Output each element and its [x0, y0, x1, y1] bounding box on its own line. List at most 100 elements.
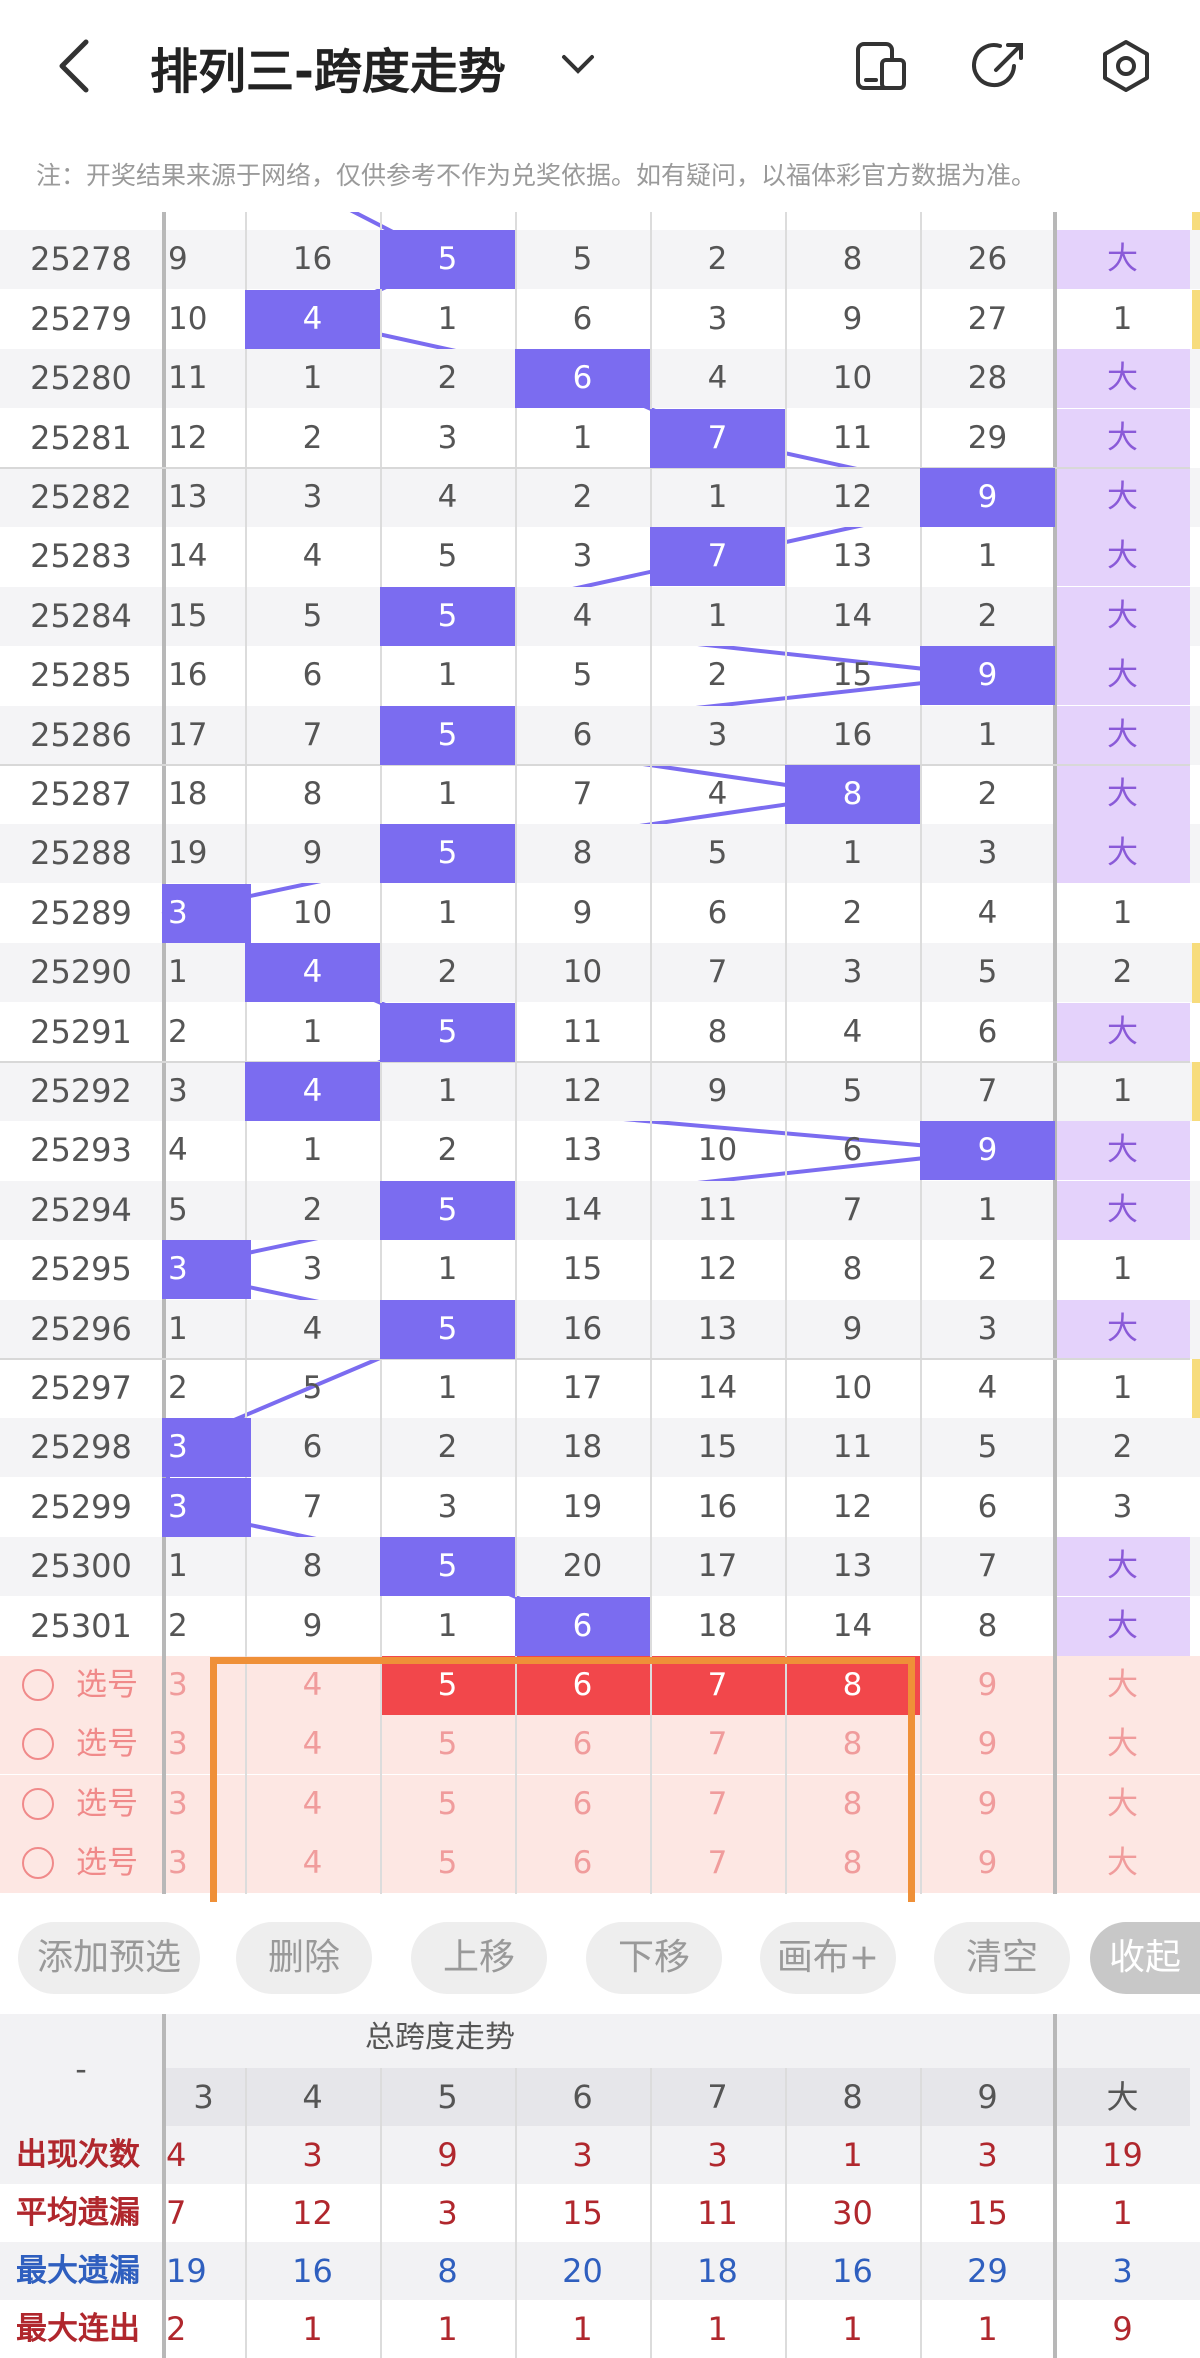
pick-number-cell[interactable]: 5 — [437, 1845, 458, 1882]
clear-button[interactable]: 清空 — [934, 1922, 1070, 1994]
span-cell: 3 — [162, 1477, 251, 1537]
add-preselect-button[interactable]: 添加预选 — [18, 1922, 200, 1994]
pick-number-cell[interactable]: 9 — [977, 1785, 998, 1822]
move-up-button[interactable]: 上移 — [411, 1922, 547, 1994]
big-indicator-cell: 1 — [1112, 1370, 1133, 1406]
big-indicator-cell: 大 — [1055, 586, 1190, 646]
pick-number-cell[interactable]: 3 — [168, 1845, 188, 1882]
pick-row-selector[interactable]: 选号 — [0, 1775, 162, 1834]
span-cell: 15 — [562, 1251, 603, 1288]
pick-number-cell[interactable]: 3 — [168, 1726, 188, 1763]
span-cell: 6 — [302, 657, 323, 694]
group-separator — [0, 467, 1190, 469]
pick-number-cell[interactable]: 7 — [707, 1726, 728, 1763]
pick-number-cell[interactable]: 3 — [168, 1667, 188, 1703]
draw-row: 25291 2 1 5 11 8 4 6 大 — [0, 1002, 1200, 1062]
pick-row[interactable]: 选号 3 4 5 6 7 8 9 大 — [0, 1834, 1200, 1894]
chevron-down-icon[interactable] — [560, 52, 596, 76]
draw-row: 25292 3 4 1 12 9 5 7 1 — [0, 1062, 1200, 1121]
span-cell: 8 — [977, 1607, 998, 1644]
pick-number-cell[interactable]: 4 — [302, 1845, 323, 1882]
trend-grid[interactable]: 25277815241725125278916552826大2527910416… — [0, 212, 1200, 1902]
pick-number-cell[interactable]: 7 — [707, 1785, 728, 1822]
span-cell: 10 — [832, 1370, 873, 1406]
radio-circle-icon[interactable] — [22, 1669, 54, 1701]
span-cell: 2 — [168, 1370, 188, 1406]
pick-number-cell[interactable]: 8 — [842, 1726, 863, 1763]
span-cell: 5 — [380, 1002, 515, 1062]
span-cell: 8 — [842, 1251, 863, 1288]
span-cell: 4 — [168, 1132, 188, 1169]
pick-number-cell[interactable]: 7 — [707, 1845, 728, 1882]
pick-number-cell[interactable]: 大 — [1107, 1785, 1138, 1822]
draw-row: 25278 9 16 5 5 2 8 26 大 — [0, 230, 1200, 290]
move-down-button[interactable]: 下移 — [586, 1922, 722, 1994]
column-divider — [515, 212, 517, 1894]
share-icon[interactable] — [970, 36, 1030, 96]
span-cell: 9 — [920, 1121, 1055, 1181]
pick-number-cell[interactable]: 8 — [785, 1656, 920, 1715]
stats-column-header: 5 — [380, 2068, 515, 2126]
span-cell: 4 — [842, 1013, 863, 1050]
radio-circle-icon[interactable] — [22, 1728, 54, 1761]
pick-number-cell[interactable]: 6 — [572, 1726, 593, 1763]
pick-row-selector[interactable]: 选号 — [0, 1834, 162, 1893]
period-number: 25298 — [30, 1428, 132, 1467]
stats-value: 1 — [302, 2310, 323, 2348]
pick-number-cell[interactable]: 5 — [437, 1726, 458, 1763]
pick-number-cell[interactable]: 3 — [168, 1785, 188, 1822]
pick-row[interactable]: 选号 3 4 5 6 7 8 9 大 — [0, 1656, 1200, 1715]
page-title[interactable]: 排列三-跨度走势 — [150, 44, 506, 100]
stats-value: 3 — [707, 2136, 728, 2174]
stats-value: 1 — [572, 2310, 593, 2348]
pick-row[interactable]: 选号 3 4 5 6 7 8 9 大 — [0, 1774, 1200, 1834]
pick-number-cell[interactable]: 4 — [302, 1785, 323, 1822]
span-cell: 5 — [302, 1370, 323, 1406]
span-cell: 1 — [977, 538, 998, 575]
pick-row[interactable]: 选号 3 4 5 6 7 8 9 大 — [0, 1715, 1200, 1775]
pick-number-cell[interactable]: 8 — [842, 1785, 863, 1822]
span-cell: 8 — [302, 776, 323, 812]
action-toolbar: 添加预选 删除 上移 下移 画布+ 清空 收起 — [0, 1902, 1200, 2014]
span-cell: 2 — [707, 657, 728, 694]
span-cell: 4 — [302, 538, 323, 575]
big-indicator-cell: 大 — [1055, 468, 1190, 527]
pick-number-cell[interactable]: 4 — [302, 1726, 323, 1763]
radio-circle-icon[interactable] — [22, 1787, 54, 1820]
back-icon[interactable] — [52, 36, 96, 96]
span-cell: 5 — [380, 1537, 515, 1597]
span-cell: 1 — [437, 1251, 458, 1288]
pick-number-cell[interactable]: 7 — [650, 1656, 785, 1715]
big-indicator-cell: 1 — [1112, 1073, 1133, 1109]
span-cell: 12 — [832, 1488, 873, 1525]
pick-number-cell[interactable]: 9 — [977, 1726, 998, 1763]
settings-icon[interactable] — [1096, 36, 1156, 96]
pick-number-cell[interactable]: 9 — [977, 1845, 998, 1882]
pick-number-cell[interactable]: 大 — [1107, 1726, 1138, 1763]
pick-number-cell[interactable]: 9 — [977, 1667, 998, 1703]
pick-number-cell[interactable]: 5 — [380, 1656, 515, 1715]
draw-row: 25299 3 7 3 19 16 12 6 3 — [0, 1477, 1200, 1537]
pick-number-cell[interactable]: 大 — [1107, 1667, 1138, 1703]
delete-button[interactable]: 删除 — [236, 1922, 372, 1994]
pick-number-cell[interactable]: 6 — [572, 1785, 593, 1822]
canvas-plus-button[interactable]: 画布+ — [760, 1922, 896, 1994]
pick-number-cell[interactable]: 6 — [572, 1845, 593, 1882]
pick-number-cell[interactable]: 6 — [515, 1656, 650, 1715]
pick-number-cell[interactable]: 5 — [437, 1785, 458, 1822]
stats-value: 20 — [562, 2252, 603, 2290]
pick-number-cell[interactable]: 大 — [1107, 1845, 1138, 1882]
big-indicator-cell: 大 — [1055, 1002, 1190, 1062]
collapse-button[interactable]: 收起 — [1090, 1922, 1200, 1994]
span-cell: 3 — [162, 1418, 251, 1478]
span-cell: 12 — [832, 479, 873, 515]
span-cell: 2 — [437, 1429, 458, 1466]
span-cell: 5 — [168, 1191, 188, 1228]
pick-row-selector[interactable]: 选号 — [0, 1715, 162, 1774]
pick-row-selector[interactable]: 选号 — [0, 1656, 162, 1715]
phone-icon[interactable] — [852, 36, 912, 96]
pick-number-cell[interactable]: 4 — [302, 1667, 323, 1703]
radio-circle-icon[interactable] — [22, 1847, 54, 1880]
span-cell: 1 — [302, 1132, 323, 1169]
pick-number-cell[interactable]: 8 — [842, 1845, 863, 1882]
